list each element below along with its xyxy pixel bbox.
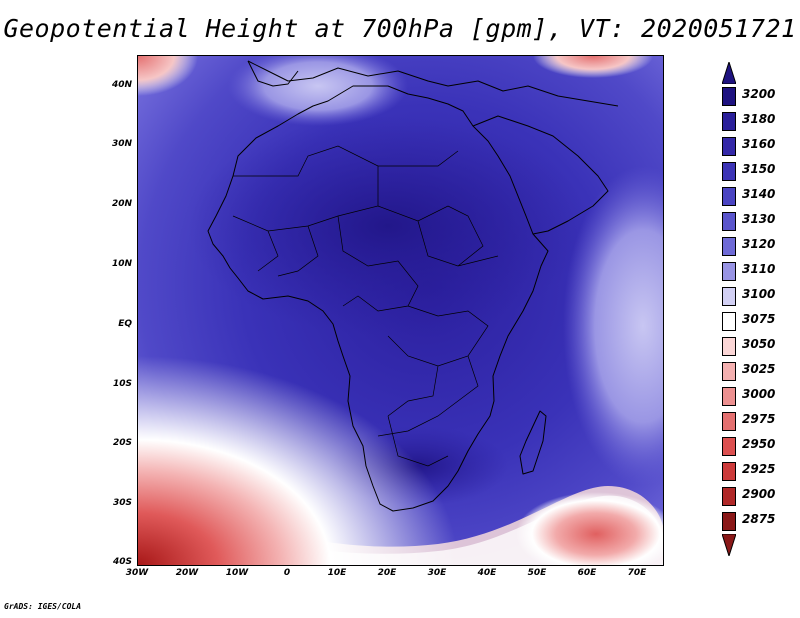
legend-level-label: 3130 [742, 212, 776, 226]
legend-top-arrow [722, 62, 736, 84]
arabia-coastline [472, 115, 609, 235]
legend-level-label: 3100 [742, 287, 776, 301]
lon-label-60e: 60E [577, 568, 597, 578]
legend-level-label: 2925 [742, 462, 776, 476]
legend-swatch [722, 262, 736, 281]
legend-swatch [722, 437, 736, 456]
legend-level-label: 2900 [742, 487, 776, 501]
legend-swatch [722, 87, 736, 106]
lon-label-10w: 10W [225, 568, 249, 578]
legend-level-label: 3110 [742, 262, 776, 276]
legend-swatch [722, 337, 736, 356]
europe-coastline [247, 60, 619, 107]
lat-label-10n: 10N [111, 259, 132, 269]
lon-label-0: 0 [283, 568, 291, 578]
legend-swatch [722, 287, 736, 306]
coastlines [207, 60, 619, 512]
lat-label-40s: 40S [112, 557, 132, 567]
map-panel [137, 55, 664, 566]
pale-zone-east [563, 166, 663, 486]
legend-swatch [722, 362, 736, 381]
legend-level-label: 2950 [742, 437, 776, 451]
iberia-coastline [247, 60, 299, 87]
high-core-north [188, 116, 588, 336]
legend-level-label: 3200 [742, 87, 776, 101]
lon-label-30w: 30W [125, 568, 149, 578]
legend-swatch [722, 387, 736, 406]
lon-label-30e: 30E [427, 568, 447, 578]
color-legend: 3200 3180 3160 3150 3140 3130 3120 3110 3100 3075… [722, 62, 792, 556]
legend-level-label: 2975 [742, 412, 776, 426]
lat-label-40n: 40N [111, 80, 132, 90]
northwest-ridge-edge [138, 56, 198, 96]
geopotential-field [138, 56, 663, 565]
legend-swatch [722, 162, 736, 181]
lon-label-50e: 50E [527, 568, 547, 578]
lat-label-30n: 30N [111, 139, 132, 149]
lon-label-40e: 40E [477, 568, 497, 578]
legend-swatch [722, 312, 736, 331]
southeast-low [516, 492, 663, 565]
legend-level-label: 3180 [742, 112, 776, 126]
grads-credit: GrADS: IGES/COLA [4, 602, 82, 611]
lat-label-10s: 10S [112, 379, 132, 389]
legend-level-label: 3120 [742, 237, 776, 251]
legend-swatch [722, 512, 736, 531]
southwest-low [138, 356, 458, 565]
country-borders [232, 145, 499, 467]
legend-swatch [722, 212, 736, 231]
legend-level-label: 3025 [742, 362, 776, 376]
map-title: Geopotential Height at 700hPa [gpm], VT:… [3, 14, 797, 43]
legend-swatch [722, 137, 736, 156]
lat-label-eq: EQ [118, 319, 132, 329]
legend-swatch [722, 412, 736, 431]
madagascar-coastline [519, 410, 547, 475]
lat-label-20s: 20S [112, 438, 132, 448]
legend-level-label: 3150 [742, 162, 776, 176]
legend-swatch [722, 187, 736, 206]
legend-swatch [722, 112, 736, 131]
legend-swatch [722, 487, 736, 506]
lon-label-20w: 20W [175, 568, 199, 578]
northeast-low [533, 56, 653, 78]
lat-label-20n: 20N [111, 199, 132, 209]
legend-level-label: 3160 [742, 137, 776, 151]
legend-swatch [722, 462, 736, 481]
legend-level-label: 2875 [742, 512, 776, 526]
legend-level-label: 3000 [742, 387, 776, 401]
legend-swatch [722, 237, 736, 256]
lon-label-20e: 20E [377, 568, 397, 578]
border-lines [232, 145, 499, 467]
africa-coastline [207, 85, 549, 512]
lat-label-30s: 30S [112, 498, 132, 508]
legend-bottom-arrow [722, 534, 736, 556]
pale-zone-north [228, 56, 408, 126]
lon-label-70e: 70E [627, 568, 647, 578]
lon-label-10e: 10E [327, 568, 347, 578]
legend-level-label: 3075 [742, 312, 776, 326]
legend-level-label: 3140 [742, 187, 776, 201]
legend-level-label: 3050 [742, 337, 776, 351]
